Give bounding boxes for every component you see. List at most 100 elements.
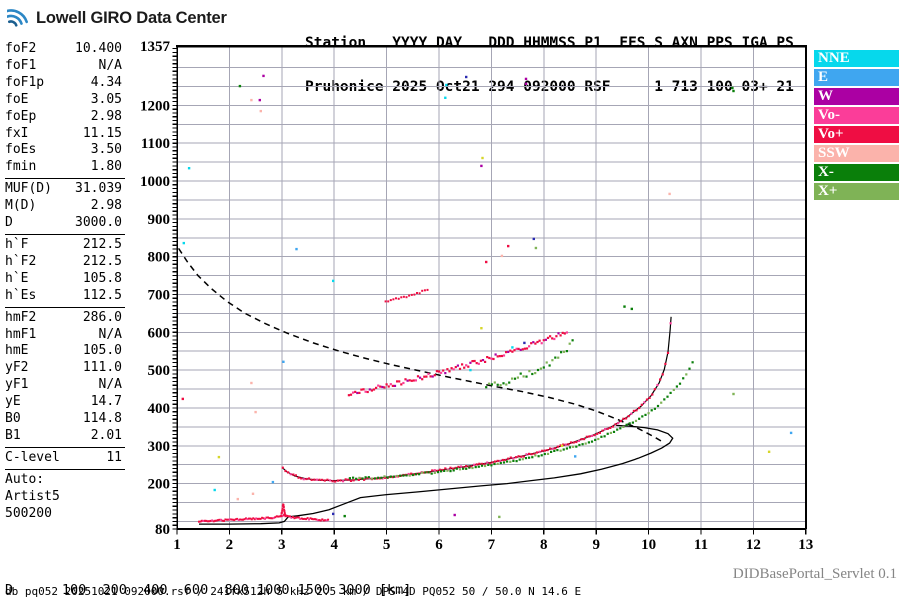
param-value: 11 xyxy=(106,449,122,465)
param-label: D xyxy=(5,215,13,231)
param-label: foEs xyxy=(5,142,37,158)
param-label: yF2 xyxy=(5,360,29,376)
param-row: D 3000.0 xyxy=(5,215,122,232)
svg-text:1: 1 xyxy=(173,537,181,553)
f2-model-trace xyxy=(282,316,672,482)
param-row: B1 2.01 xyxy=(5,428,122,445)
param-value: 11.15 xyxy=(82,125,122,141)
param-value: N/A xyxy=(98,57,122,73)
axis-ticks xyxy=(172,48,807,535)
param-value: 2.01 xyxy=(90,427,122,443)
param-row: M(D) 2.98 xyxy=(5,198,122,215)
distance-row: D 100 200 400 600 800 1000 1500 3000 [km… xyxy=(5,582,412,598)
param-value: 2.98 xyxy=(90,108,122,124)
param-value: N/A xyxy=(98,377,122,393)
param-label: Artist5 xyxy=(5,488,60,504)
param-value: 31.039 xyxy=(75,181,122,197)
es-model-transmission-curve xyxy=(199,424,674,525)
param-value: 3.50 xyxy=(90,142,122,158)
param-row: hmE 105.0 xyxy=(5,343,122,360)
legend-item-x: X+ xyxy=(814,183,899,200)
param-value: 111.0 xyxy=(82,360,122,376)
muf-table: D 100 200 400 600 800 1000 1500 3000 [km… xyxy=(5,552,420,600)
svg-text:6: 6 xyxy=(435,537,443,553)
lowell-giro-logo[interactable]: Lowell GIRO Data Center xyxy=(7,5,227,31)
svg-text:10: 10 xyxy=(641,537,656,553)
svg-text:400: 400 xyxy=(148,401,171,417)
param-value: 212.5 xyxy=(82,253,122,269)
param-value: 105.8 xyxy=(82,270,122,286)
svg-text:200: 200 xyxy=(148,477,171,493)
param-group-3: hmF2 286.0 hmF1 N/A hmE 105.0 yF2 111.0 yF1 N/A yE… xyxy=(5,306,125,445)
svg-text:300: 300 xyxy=(148,439,171,455)
f2-o-trace xyxy=(281,322,672,483)
param-label: B1 xyxy=(5,427,21,443)
param-row: foF2 10.400 xyxy=(5,41,122,58)
param-value: 2.98 xyxy=(90,198,122,214)
legend-item-x: X- xyxy=(814,164,899,181)
param-group-4: C-level 11 xyxy=(5,446,125,467)
param-label: fmin xyxy=(5,159,37,175)
param-row: h`F 212.5 xyxy=(5,237,122,254)
param-label: M(D) xyxy=(5,198,37,214)
param-row: h`F2 212.5 xyxy=(5,254,122,271)
second-order-o-trace xyxy=(347,331,568,397)
param-row: Artist5 xyxy=(5,489,122,506)
svg-text:3: 3 xyxy=(278,537,286,553)
param-label: yF1 xyxy=(5,377,29,393)
param-label: h`E xyxy=(5,270,29,286)
param-row: foE 3.05 xyxy=(5,92,122,109)
dashed-transmission-curve xyxy=(177,247,665,444)
svg-text:600: 600 xyxy=(148,325,171,341)
svg-text:800: 800 xyxy=(148,250,171,266)
legend-item-ssw: SSW xyxy=(814,145,899,162)
status-line: db pq052 20251021 092000.rsf / 241fx512h… xyxy=(5,585,582,598)
svg-text:11: 11 xyxy=(694,537,708,553)
param-row: yF2 111.0 xyxy=(5,360,122,377)
param-label: foE xyxy=(5,91,29,107)
noise-dots xyxy=(181,74,793,519)
param-row: yE 14.7 xyxy=(5,394,122,411)
svg-text:7: 7 xyxy=(488,537,496,553)
upper-multiple-scatter xyxy=(384,288,429,303)
svg-text:5: 5 xyxy=(383,537,391,553)
echo-direction-legend: NNE E W Vo- Vo+ SSW X- X+ xyxy=(814,50,899,202)
svg-text:80: 80 xyxy=(155,522,170,538)
legend-item-vo: Vo+ xyxy=(814,126,899,143)
param-label: foF2 xyxy=(5,41,37,56)
legend-item-w: W xyxy=(814,88,899,105)
param-row: hmF1 N/A xyxy=(5,327,122,344)
param-row: fmin 1.80 xyxy=(5,159,122,176)
param-value: 3000.0 xyxy=(75,215,122,231)
param-label: 500200 xyxy=(5,505,52,521)
param-row: foEs 3.50 xyxy=(5,142,122,159)
svg-text:1200: 1200 xyxy=(140,98,170,114)
param-row: h`Es 112.5 xyxy=(5,288,122,305)
svg-text:8: 8 xyxy=(540,537,548,553)
grid-lines xyxy=(177,46,806,529)
param-value: 4.34 xyxy=(90,74,122,90)
param-label: fxI xyxy=(5,125,29,141)
param-value: N/A xyxy=(98,326,122,342)
param-row: fxI 11.15 xyxy=(5,126,122,143)
second-order-x-trace xyxy=(485,339,574,389)
svg-text:13: 13 xyxy=(798,537,813,553)
svg-text:2: 2 xyxy=(226,537,234,553)
svg-text:700: 700 xyxy=(148,287,171,303)
parameter-panel: foF2 10.400 foF1 N/A foF1p 4.34 foE 3.05 foEp 2.9… xyxy=(5,41,125,522)
param-label: hmF1 xyxy=(5,326,37,342)
param-row: foF1p 4.34 xyxy=(5,75,122,92)
svg-text:9: 9 xyxy=(592,537,600,553)
param-label: Auto: xyxy=(5,471,45,487)
param-value: 114.8 xyxy=(82,411,122,427)
servlet-version: DIDBasePortal_Servlet 0.1 xyxy=(732,566,897,582)
param-label: foF1 xyxy=(5,57,37,73)
param-label: foF1p xyxy=(5,74,45,90)
param-value: 286.0 xyxy=(82,309,122,325)
param-label: h`F2 xyxy=(5,253,37,269)
param-label: h`F xyxy=(5,236,29,252)
f2-x-trace xyxy=(348,361,694,480)
logo-text: Lowell GIRO Data Center xyxy=(36,8,227,27)
